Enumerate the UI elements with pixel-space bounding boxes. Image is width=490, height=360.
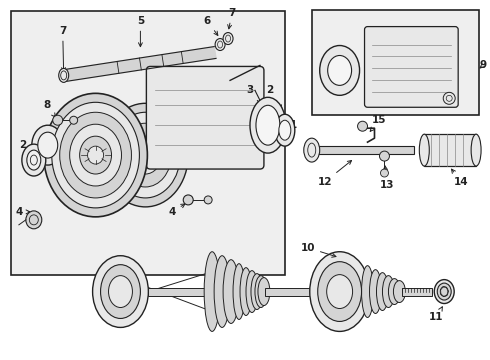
Text: 8: 8 (43, 100, 55, 117)
Ellipse shape (434, 280, 454, 303)
Ellipse shape (60, 112, 131, 198)
Text: 1: 1 (290, 120, 297, 130)
Ellipse shape (137, 146, 153, 164)
Ellipse shape (214, 256, 230, 328)
Polygon shape (65, 46, 216, 81)
Ellipse shape (38, 132, 58, 158)
Ellipse shape (380, 169, 389, 177)
Text: 7: 7 (228, 8, 236, 29)
Ellipse shape (256, 105, 280, 145)
Ellipse shape (44, 93, 147, 217)
Ellipse shape (183, 195, 193, 205)
Ellipse shape (223, 260, 239, 323)
Bar (402, 288, 432, 296)
Ellipse shape (443, 92, 455, 104)
Ellipse shape (129, 136, 161, 174)
Ellipse shape (304, 138, 319, 162)
Text: 2: 2 (19, 140, 32, 152)
Ellipse shape (255, 276, 267, 307)
Ellipse shape (108, 276, 132, 307)
Ellipse shape (376, 273, 389, 310)
Ellipse shape (389, 279, 400, 305)
Ellipse shape (100, 265, 141, 319)
FancyBboxPatch shape (147, 67, 264, 169)
Ellipse shape (93, 256, 148, 328)
Text: 12: 12 (318, 161, 351, 187)
Ellipse shape (369, 270, 382, 314)
Ellipse shape (111, 112, 180, 198)
Ellipse shape (240, 268, 252, 315)
Bar (310, 146, 415, 154)
Text: 4: 4 (169, 204, 185, 217)
Text: 4: 4 (15, 207, 30, 217)
Ellipse shape (32, 125, 64, 165)
Text: 15: 15 (370, 115, 387, 131)
Ellipse shape (80, 136, 112, 174)
Bar (148, 288, 208, 296)
Ellipse shape (383, 276, 394, 307)
Text: 7: 7 (59, 26, 66, 72)
Text: 2: 2 (266, 85, 282, 109)
Ellipse shape (120, 123, 172, 187)
FancyBboxPatch shape (365, 27, 458, 107)
Ellipse shape (88, 146, 103, 164)
Ellipse shape (223, 32, 233, 45)
Ellipse shape (52, 102, 140, 208)
Ellipse shape (250, 97, 286, 153)
Ellipse shape (70, 124, 122, 186)
Ellipse shape (53, 115, 63, 125)
Bar (312, 10, 479, 115)
Ellipse shape (26, 211, 42, 229)
Ellipse shape (102, 103, 188, 207)
Bar (265, 288, 325, 296)
Ellipse shape (22, 144, 46, 176)
Ellipse shape (215, 39, 225, 50)
Ellipse shape (471, 134, 481, 166)
Ellipse shape (204, 196, 212, 204)
Ellipse shape (328, 55, 352, 85)
Ellipse shape (437, 283, 451, 300)
Text: 10: 10 (300, 243, 336, 257)
Bar (424, 134, 476, 166)
Text: 14: 14 (451, 169, 468, 187)
Text: 5: 5 (137, 15, 144, 47)
Ellipse shape (319, 45, 360, 95)
Ellipse shape (70, 116, 77, 124)
Ellipse shape (362, 266, 373, 318)
Text: 11: 11 (429, 307, 443, 323)
Ellipse shape (379, 151, 390, 161)
Ellipse shape (246, 271, 258, 312)
Bar (11, 11, 285, 275)
Ellipse shape (258, 278, 270, 306)
Ellipse shape (27, 150, 41, 170)
Ellipse shape (327, 275, 353, 309)
Ellipse shape (318, 262, 362, 321)
Ellipse shape (310, 252, 369, 332)
Ellipse shape (279, 120, 291, 140)
Ellipse shape (358, 121, 368, 131)
Ellipse shape (419, 134, 429, 166)
Text: 6: 6 (203, 15, 218, 35)
Ellipse shape (275, 114, 295, 146)
Ellipse shape (233, 264, 245, 319)
Ellipse shape (393, 280, 405, 302)
Text: 3: 3 (246, 85, 264, 109)
Text: 13: 13 (380, 166, 395, 190)
Text: 9: 9 (480, 60, 487, 71)
Ellipse shape (204, 252, 220, 332)
Ellipse shape (251, 274, 263, 310)
Ellipse shape (59, 68, 69, 82)
